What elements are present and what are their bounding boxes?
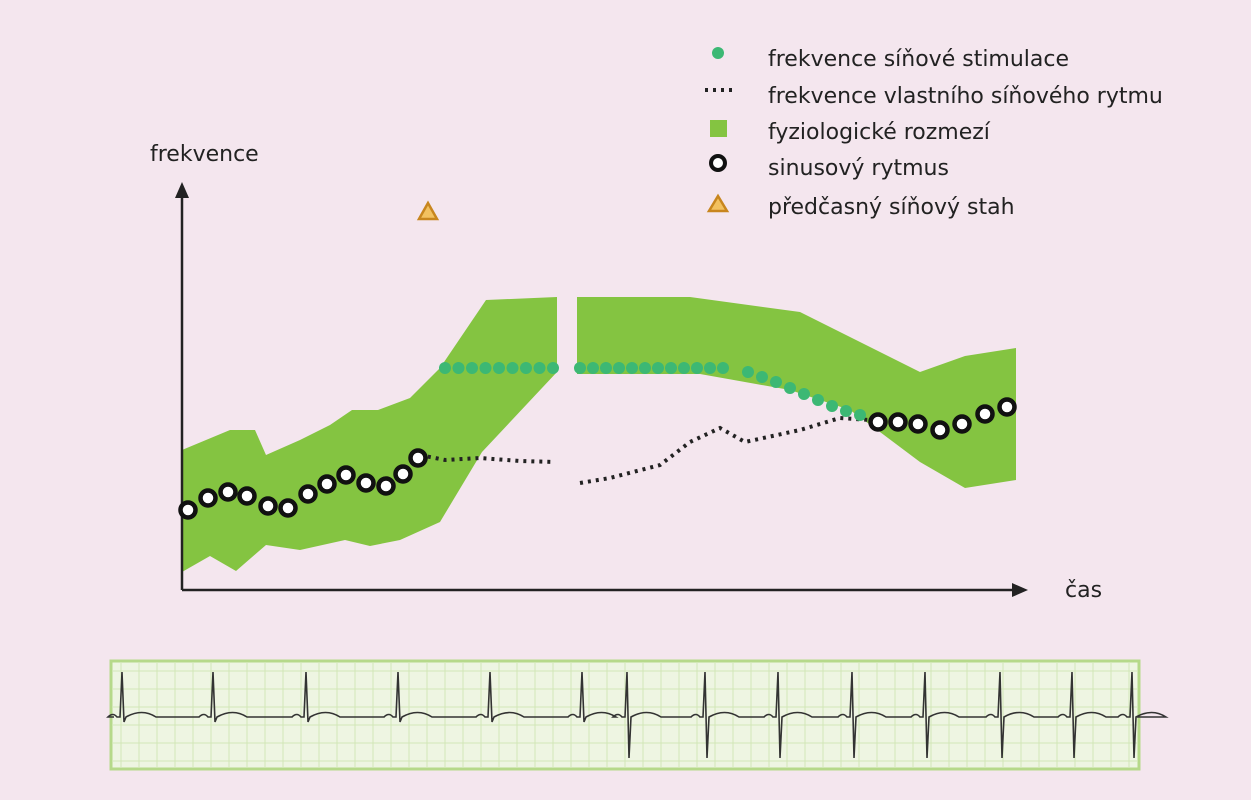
stimulation-dot <box>756 371 768 383</box>
legend-icon <box>709 154 727 172</box>
stimulation-dot <box>812 394 824 406</box>
stimulation-dot <box>665 362 677 374</box>
sinus-beat <box>198 488 218 508</box>
stimulation-dot <box>600 362 612 374</box>
stimulation-dot <box>547 362 559 374</box>
physiological-range <box>577 297 1016 488</box>
sinus-beat <box>278 498 298 518</box>
stimulation-dot <box>717 362 729 374</box>
stimulation-dot <box>840 405 852 417</box>
stimulation-dots <box>439 362 866 421</box>
stimulation-dot <box>466 362 478 374</box>
stimulation-dot <box>652 362 664 374</box>
stimulation-dot <box>854 409 866 421</box>
sinus-beat <box>930 420 950 440</box>
stimulation-dot <box>826 400 838 412</box>
sinus-beat <box>317 474 337 494</box>
stimulation-dot <box>639 362 651 374</box>
premature-beat <box>416 200 440 221</box>
sinus-beat <box>868 412 888 432</box>
sinus-beat <box>888 412 908 432</box>
sinus-beat <box>356 473 376 493</box>
stimulation-dot <box>798 388 810 400</box>
legend-icon <box>710 120 727 137</box>
stimulation-dot <box>479 362 492 374</box>
legend-label: frekvence vlastního síňového rytmu <box>768 84 1163 109</box>
stimulation-dot <box>587 362 599 374</box>
stimulation-dot <box>691 362 703 374</box>
legend-label: fyziologické rozmezí <box>768 120 991 145</box>
sinus-beat <box>393 464 413 484</box>
legend-label: frekvence síňové stimulace <box>768 47 1069 72</box>
sinus-beat <box>237 486 257 506</box>
y-axis-label: frekvence <box>150 142 259 167</box>
stimulation-dot <box>506 362 519 374</box>
legend-label: sinusový rytmus <box>768 156 949 181</box>
stimulation-dot <box>439 362 451 374</box>
sinus-beat <box>178 500 198 520</box>
intrinsic-rhythm-line <box>579 415 871 485</box>
sinus-beat <box>298 484 318 504</box>
stimulation-dot <box>626 362 638 374</box>
stimulation-dot <box>704 362 716 374</box>
ecg-trace <box>106 671 1169 759</box>
sinus-rhythm <box>178 397 1017 520</box>
stimulation-dot <box>533 362 546 374</box>
x-axis-arrow <box>1012 583 1028 597</box>
stimulation-dot <box>452 362 465 374</box>
sinus-beat <box>218 482 238 502</box>
stimulation-dot <box>678 362 690 374</box>
stimulation-dot <box>574 362 586 374</box>
sinus-beat <box>408 448 428 468</box>
sinus-beat <box>908 414 928 434</box>
x-axis-label: čas <box>1065 578 1102 603</box>
intrinsic-rhythm-line <box>419 453 556 464</box>
sinus-beat <box>376 476 396 496</box>
sinus-beat <box>336 465 356 485</box>
legend-icon <box>706 193 730 213</box>
stimulation-dot <box>770 376 782 388</box>
sinus-beat <box>952 414 972 434</box>
sinus-beat <box>258 496 278 516</box>
sinus-beat <box>997 397 1017 417</box>
stimulation-dot <box>613 362 625 374</box>
stimulation-dot <box>493 362 505 374</box>
legend: frekvence síňové stimulace frekvence vla… <box>705 47 1163 220</box>
legend-label: předčasný síňový stah <box>768 195 1015 220</box>
stimulation-dot <box>742 366 754 378</box>
sinus-beat <box>975 404 995 424</box>
stimulation-dot <box>520 362 532 374</box>
legend-icon <box>712 47 724 59</box>
stimulation-dot <box>784 382 796 394</box>
y-axis-arrow <box>175 182 189 198</box>
